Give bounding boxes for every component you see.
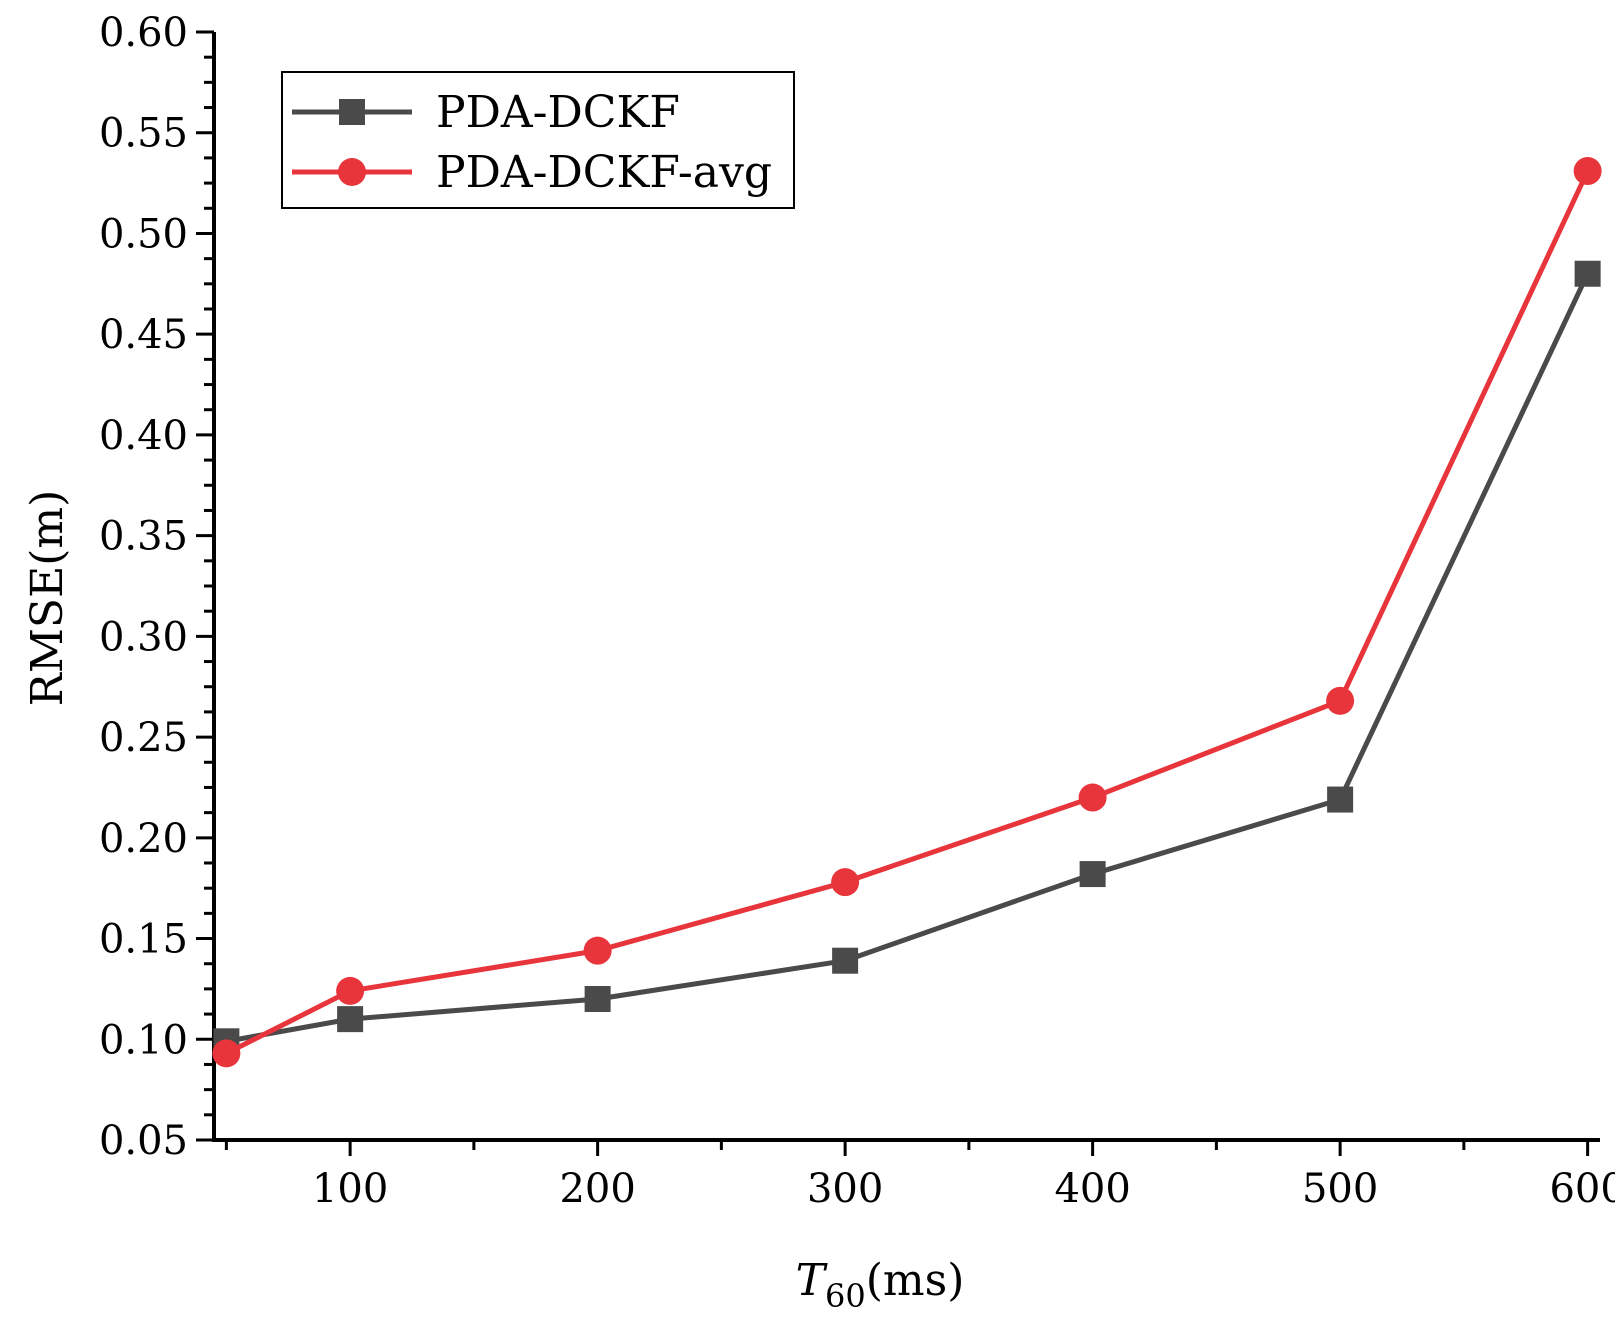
series-pda-dckf-avg (212, 157, 1602, 1068)
x-tick-label: 200 (559, 1166, 635, 1212)
legend-box (281, 71, 795, 209)
data-point (1326, 686, 1355, 715)
x-axis-title: T60(ms) (796, 1255, 965, 1315)
series-line (225, 272, 1590, 1044)
x-tick-label: 600 (1549, 1166, 1615, 1212)
data-point (1573, 157, 1602, 186)
data-point (1078, 783, 1107, 812)
x-axis-title-main: T (796, 1255, 829, 1306)
y-tick-label: 0.45 (99, 312, 188, 358)
data-point (584, 985, 611, 1012)
data-point (832, 947, 859, 974)
x-tick-label: 400 (1054, 1166, 1130, 1212)
y-tick-label: 0.10 (99, 1017, 188, 1063)
series-pda-dckf (213, 260, 1601, 1055)
axes: 0.05 0.10 0.15 0.20 0.25 0.30 0.35 0.40 0.45 0.50… (99, 10, 1615, 1212)
legend-marker (338, 158, 366, 186)
data-point (212, 1039, 241, 1068)
legend-label: PDA-DCKF-avg (436, 147, 772, 198)
y-tick-label: 0.55 (99, 111, 188, 157)
y-tick-label: 0.20 (99, 816, 188, 862)
y-tick-label: 0.25 (99, 715, 188, 761)
series-layer (212, 157, 1602, 1068)
y-tick-label: 0.40 (99, 413, 188, 459)
y-tick-label: 0.60 (99, 10, 188, 56)
data-point (337, 1006, 364, 1033)
y-tick-label: 0.35 (99, 514, 188, 560)
x-tick-label: 300 (807, 1166, 883, 1212)
x-tick-label: 500 (1302, 1166, 1378, 1212)
x-tick-label: 100 (312, 1166, 388, 1212)
legend: PDA-DCKF PDA-DCKF-avg (281, 71, 795, 209)
y-tick-label: 0.05 (99, 1118, 188, 1164)
data-point (336, 976, 365, 1005)
data-point (831, 868, 860, 897)
data-point (1574, 260, 1601, 287)
y-tick-label: 0.50 (99, 211, 188, 257)
legend-marker (339, 99, 365, 125)
x-axis-title-subscript: 60 (825, 1277, 866, 1315)
data-point (583, 936, 612, 965)
y-tick-label: 0.15 (99, 917, 188, 963)
y-axis-title: RMSE(m) (22, 490, 73, 707)
data-point (1079, 861, 1106, 888)
series-line (225, 169, 1590, 1056)
legend-label: PDA-DCKF (436, 87, 680, 138)
x-axis-title-unit: (ms) (866, 1255, 965, 1306)
y-tick-label: 0.30 (99, 614, 188, 660)
data-point (1327, 786, 1354, 813)
